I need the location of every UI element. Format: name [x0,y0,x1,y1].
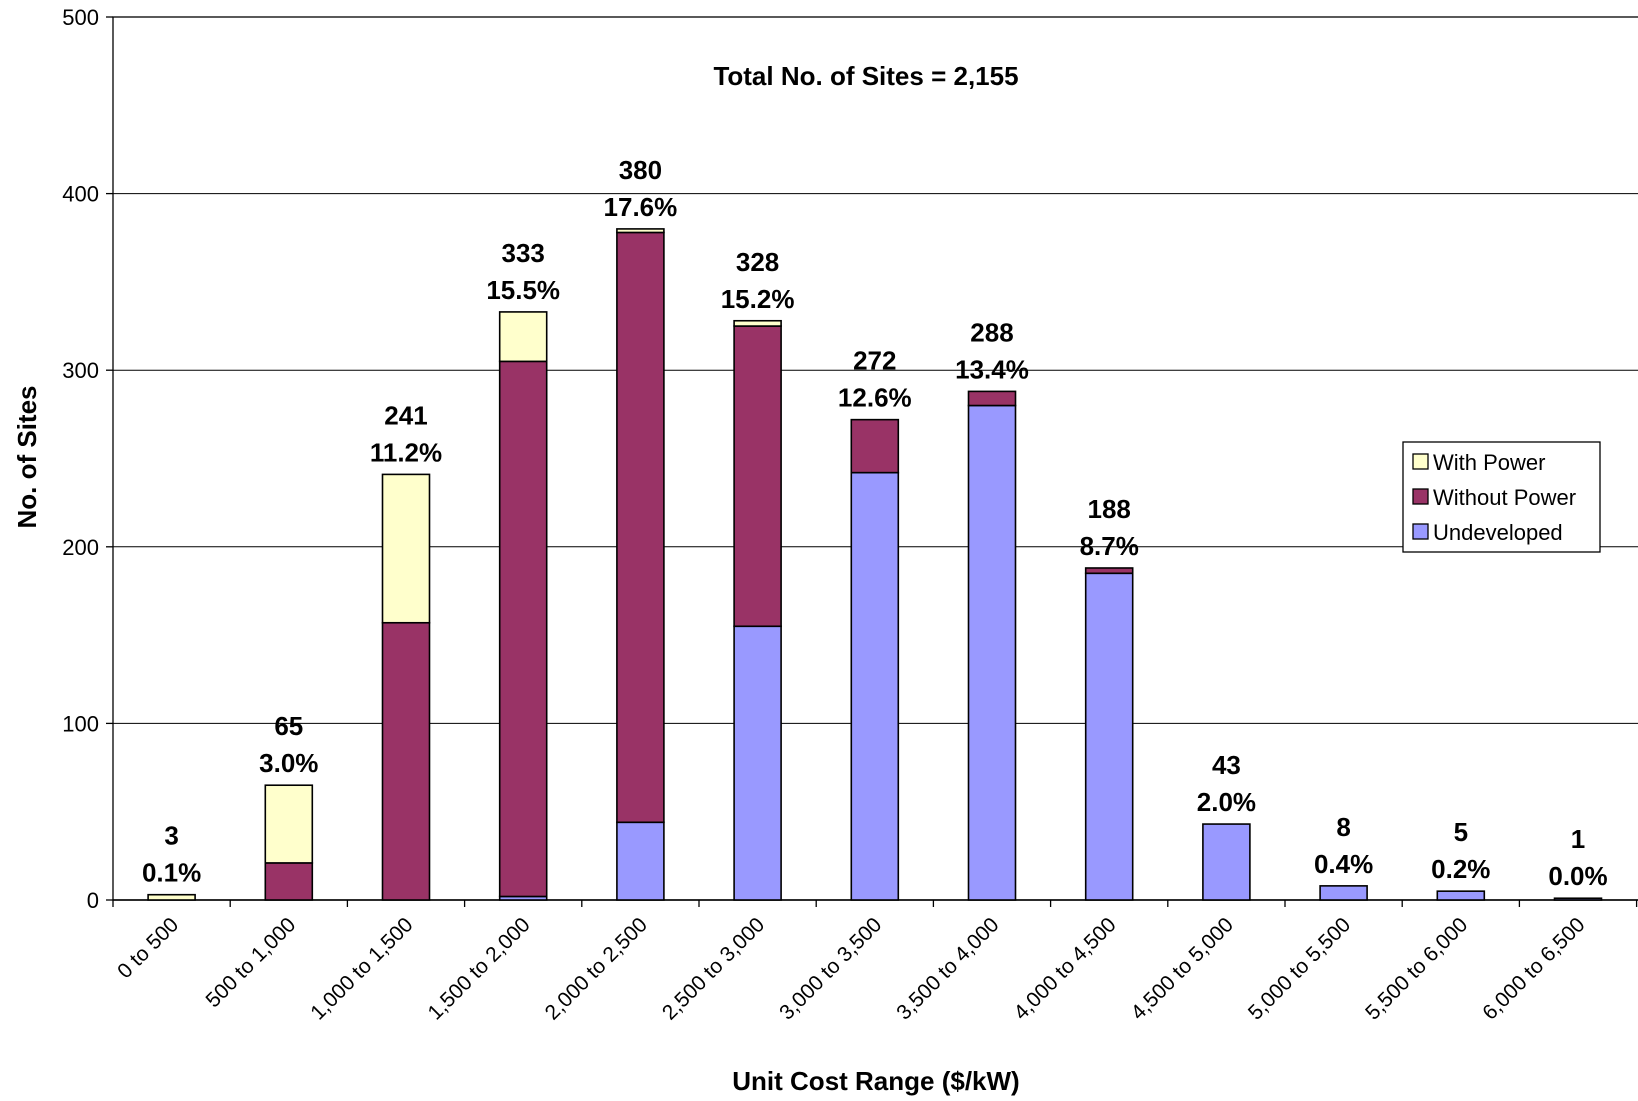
bar-segment-without-power [1084,567,1134,575]
bar-segment-with-power [616,228,665,234]
data-label-percent: 13.4% [955,354,1029,384]
legend-label-without-power: Without Power [1433,485,1576,510]
legend-swatch-without-power [1412,488,1429,505]
bar-segment-without-power [264,862,314,901]
legend-swatch-with-power [1412,453,1429,470]
bar-segment-undeveloped [733,625,782,901]
data-label-count: 188 [1088,494,1131,524]
bar-segment-without-power [967,390,1017,407]
x-tick-label: 1,500 to 2,000 [424,913,535,1024]
x-tick-label: 2,000 to 2,500 [541,913,652,1024]
legend-swatch-undeveloped [1412,523,1429,540]
data-label-count: 333 [502,238,545,268]
data-label-percent: 11.2% [370,437,442,467]
y-tick-label: 400 [62,182,99,207]
data-label-percent: 0.1% [142,858,201,888]
bar-segment-undeveloped [1202,823,1251,901]
data-label-percent: 15.2% [721,284,795,314]
data-label-percent: 0.2% [1431,854,1490,884]
x-axis-title: Unit Cost Range ($/kW) [732,1066,1019,1096]
bar-segment-with-power [498,311,548,363]
bar-segment-without-power [381,621,431,901]
data-label-count: 241 [384,400,427,430]
data-label-count: 3 [164,821,178,851]
y-tick-label: 300 [62,358,99,383]
bar-segment-without-power [616,231,665,824]
bar-segment-without-power [733,325,782,628]
data-labels: 0.1% 3 3.0% 65 11.2% 241 15.5% 333 17.6% 380 15.2%… [142,155,1608,891]
data-label-count: 65 [274,711,303,741]
y-tick-label: 200 [62,535,99,560]
data-label-count: 380 [619,155,662,185]
x-tick-label: 1,000 to 1,500 [306,913,417,1024]
x-tick-label: 3,500 to 4,000 [892,913,1003,1024]
y-tick-label: 0 [87,888,99,913]
bar-segment-with-power [733,319,782,327]
data-label-count: 1 [1571,824,1585,854]
data-label-count: 328 [736,247,779,277]
data-label-percent: 2.0% [1197,787,1256,817]
total-sites-annotation: Total No. of Sites = 2,155 [713,61,1018,91]
legend-label-with-power: With Power [1433,450,1545,475]
bar-segment-undeveloped [1436,890,1486,901]
bar-segment-with-power [264,784,314,864]
data-label-count: 288 [970,317,1013,347]
x-tick-label: 5,000 to 5,500 [1244,913,1355,1024]
bar-segment-undeveloped [1319,885,1368,901]
legend: With Power Without Power Undeveloped [1402,441,1601,553]
data-label-percent: 3.0% [259,748,318,778]
bar-segment-undeveloped [1084,572,1134,901]
x-tick-label: 5,500 to 6,000 [1361,913,1472,1024]
bar-segment-without-power [498,360,548,898]
bar-segment-undeveloped [616,821,665,901]
data-label-percent: 0.0% [1548,861,1607,891]
data-label-count: 43 [1212,750,1241,780]
bar-segment-undeveloped [967,404,1017,901]
y-tick-label: 500 [62,5,99,30]
x-tick-label: 500 to 1,000 [201,913,300,1012]
legend-label-undeveloped: Undeveloped [1433,520,1563,545]
data-label-count: 8 [1336,812,1350,842]
bar-segment-undeveloped [850,471,900,901]
data-label-percent: 17.6% [604,192,678,222]
x-tick-label: 4,000 to 4,500 [1010,913,1121,1024]
data-label-count: 272 [853,346,896,376]
x-tick-label: 2,500 to 3,000 [658,913,769,1024]
bar-segment-undeveloped [1553,897,1603,901]
legend-box [1402,441,1601,553]
y-axis-title: No. of Sites [12,385,42,528]
data-label-percent: 15.5% [486,275,560,305]
data-label-count: 5 [1454,817,1468,847]
y-tick-label: 100 [62,711,99,736]
x-tick-label: 0 to 500 [113,913,183,983]
x-tick-label: 6,000 to 6,500 [1478,913,1589,1024]
x-tick-label: 4,500 to 5,000 [1127,913,1238,1024]
bars [147,228,1603,901]
data-label-percent: 8.7% [1080,531,1139,561]
bar-segment-without-power [850,418,900,474]
x-tick-label: 3,000 to 3,500 [775,913,886,1024]
bar-segment-with-power [147,893,196,901]
bar-segment-with-power [381,473,431,624]
data-label-percent: 12.6% [838,383,912,413]
data-label-percent: 0.4% [1314,849,1373,879]
